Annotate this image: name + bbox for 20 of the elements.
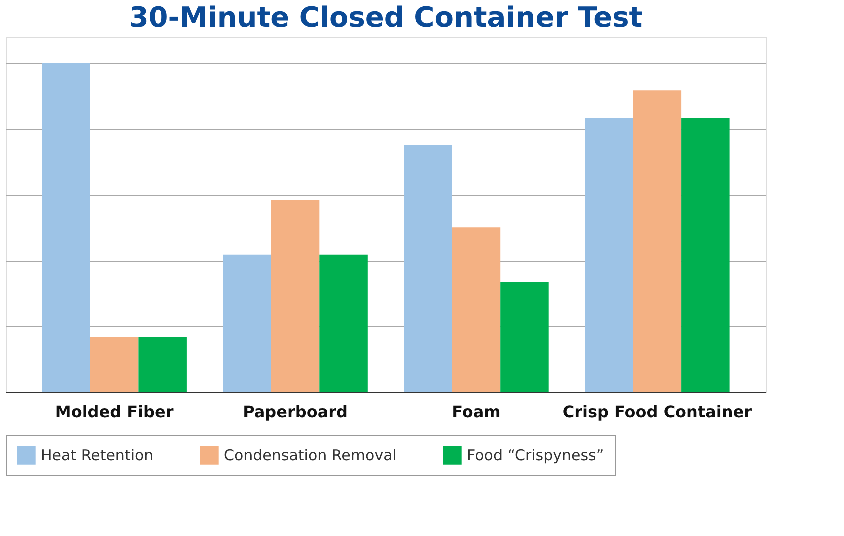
x-tick-label: Foam: [452, 402, 501, 422]
bar: [682, 118, 730, 392]
chart-title: 30-Minute Closed Container Test: [129, 1, 643, 34]
legend-label: Food “Crispyness”: [467, 446, 604, 465]
bar: [452, 228, 501, 392]
legend-label: Heat Retention: [41, 446, 154, 465]
x-tick-label: Crisp Food Container: [562, 402, 752, 422]
bar: [585, 118, 634, 392]
bar: [42, 63, 90, 392]
bar: [90, 337, 139, 392]
bar: [404, 145, 452, 392]
legend-label: Condensation Removal: [224, 446, 397, 465]
bar: [633, 90, 682, 392]
bar: [320, 254, 368, 392]
bar: [271, 200, 320, 392]
bar: [500, 282, 549, 392]
bar: [223, 254, 272, 392]
x-tick-label: Paperboard: [243, 402, 348, 422]
bar: [138, 337, 187, 392]
x-tick-label: Molded Fiber: [55, 402, 174, 422]
